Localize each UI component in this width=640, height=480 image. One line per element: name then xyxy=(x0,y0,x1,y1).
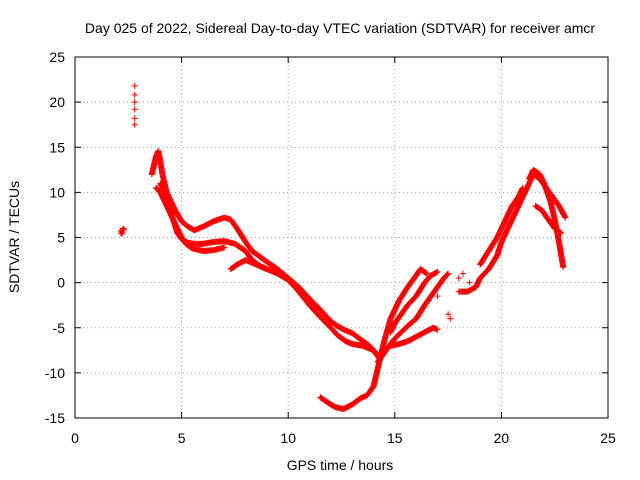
data-points xyxy=(117,82,569,412)
x-tick-label: 25 xyxy=(600,430,616,446)
data-point xyxy=(121,226,128,233)
grid xyxy=(75,57,608,418)
data-point xyxy=(445,311,452,318)
y-tick-label: -15 xyxy=(45,410,65,426)
data-point xyxy=(131,115,138,122)
data-point xyxy=(422,269,429,276)
y-tick-label: 10 xyxy=(49,184,65,200)
data-point xyxy=(423,270,430,277)
y-tick-label: 0 xyxy=(57,275,65,291)
data-point xyxy=(423,270,430,277)
data-point xyxy=(434,293,441,300)
data-point xyxy=(425,297,432,304)
y-tick-label: 5 xyxy=(57,230,65,246)
data-point xyxy=(557,229,564,236)
chart-title: Day 025 of 2022, Sidereal Day-to-day VTE… xyxy=(85,20,595,36)
data-point xyxy=(221,244,228,251)
x-tick-label: 5 xyxy=(178,430,186,446)
data-point xyxy=(558,229,565,236)
data-point xyxy=(562,214,569,221)
data-point xyxy=(445,270,452,277)
data-point xyxy=(447,315,454,322)
data-point xyxy=(131,106,138,113)
data-point xyxy=(560,264,567,271)
data-point xyxy=(131,121,138,128)
x-tick-label: 0 xyxy=(71,430,79,446)
y-tick-label: 25 xyxy=(49,49,65,65)
data-point xyxy=(263,266,270,273)
data-point xyxy=(466,279,473,286)
data-point xyxy=(444,271,451,278)
data-point xyxy=(434,268,441,275)
y-tick-label: -10 xyxy=(45,365,65,381)
axis-ticks: 0 5 10 15 20 25 -15 -10 -5 0 5 10 15 20 25 xyxy=(45,49,616,446)
y-axis-label: SDTVAR / TECUs xyxy=(6,181,22,293)
plot-frame xyxy=(74,56,609,419)
y-tick-label: 20 xyxy=(49,94,65,110)
x-tick-label: 20 xyxy=(494,430,510,446)
data-point xyxy=(455,275,462,282)
data-point xyxy=(131,99,138,106)
data-point xyxy=(119,225,126,232)
data-point xyxy=(131,82,138,89)
x-axis-label: GPS time / hours xyxy=(287,457,394,473)
data-point xyxy=(519,184,526,191)
data-point xyxy=(443,271,450,278)
x-tick-label: 15 xyxy=(387,430,403,446)
data-point xyxy=(460,270,467,277)
x-tick-label: 10 xyxy=(280,430,296,446)
data-point xyxy=(556,228,563,235)
data-point xyxy=(118,230,125,237)
data-point xyxy=(434,326,441,333)
data-point xyxy=(131,91,138,98)
y-tick-label: -5 xyxy=(53,320,66,336)
y-tick-label: 15 xyxy=(49,139,65,155)
